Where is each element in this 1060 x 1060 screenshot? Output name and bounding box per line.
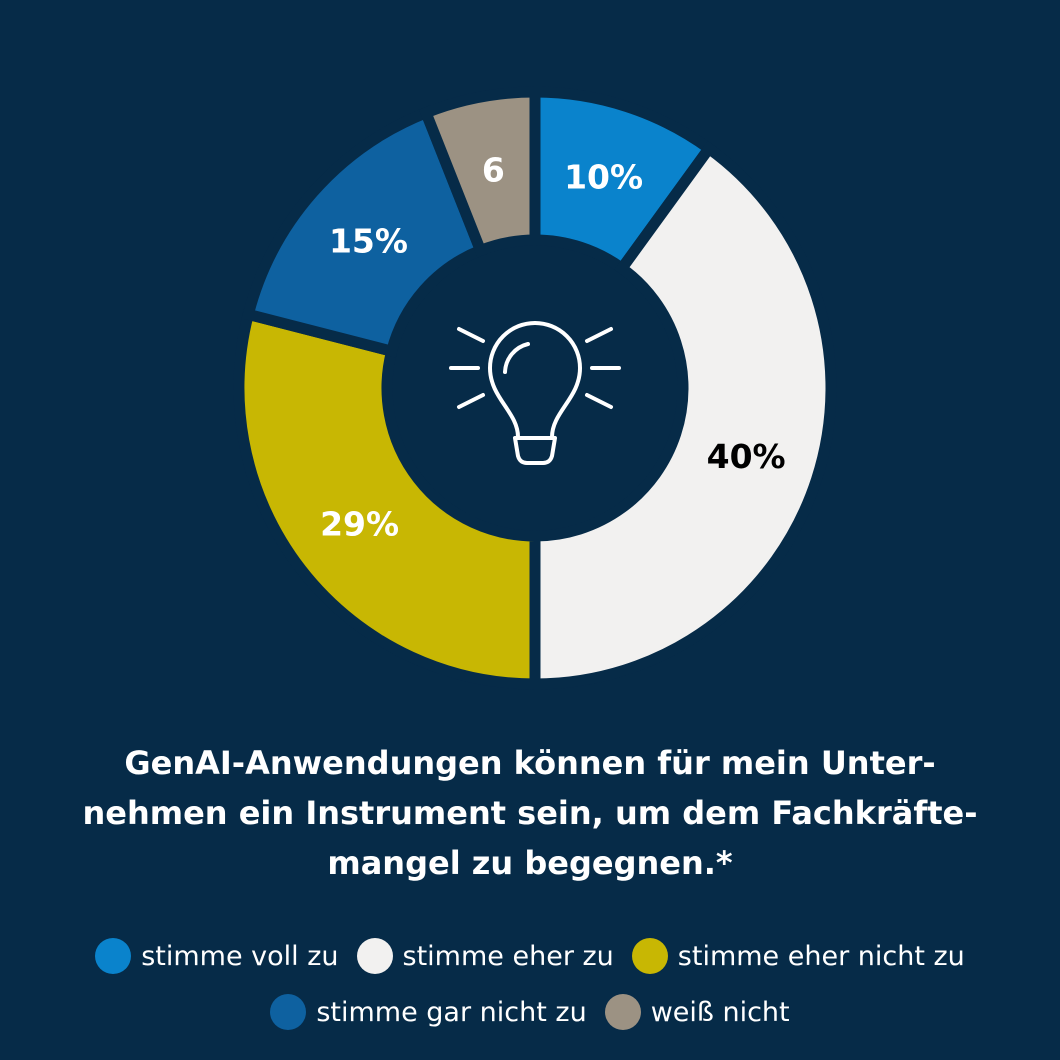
slice-2 (233, 307, 541, 690)
legend-label: weiß nicht (650, 996, 790, 1028)
slice-1 (529, 140, 837, 690)
labels-layer: 10% 40% 29% 15% 6 (320, 150, 786, 543)
legend-item-weiss-nicht: weiß nicht (604, 994, 790, 1030)
legend-item-stimme-gar-nicht-zu: stimme gar nicht zu (270, 994, 587, 1030)
chart-title-line-2: nehmen ein Instrument sein, um dem Fachk… (82, 794, 978, 832)
legend-item-stimme-voll-zu: stimme voll zu (95, 938, 339, 974)
donut-chart: 10% 40% 29% 15% 6 (233, 86, 837, 690)
legend-item-stimme-eher-zu: stimme eher zu (356, 938, 614, 974)
slice-4 (418, 86, 541, 258)
legend-label: stimme voll zu (141, 940, 339, 972)
legend-row: stimme gar nicht zu weiß nicht (0, 994, 1060, 1030)
legend-swatch (604, 994, 641, 1030)
slice-label-1: 40% (707, 437, 786, 476)
slices-layer (233, 86, 837, 690)
slice-label-0: 10% (564, 157, 643, 196)
legend-label: stimme eher zu (402, 940, 614, 972)
chart-title: GenAI-Anwendungen können für mein Unter-… (80, 738, 980, 888)
legend-row: stimme voll zu stimme eher zu stimme ehe… (0, 938, 1060, 974)
slice-label-3: 15% (329, 222, 408, 261)
slice-label-2: 29% (320, 505, 399, 544)
lightbulb-icon (449, 321, 621, 465)
chart-title-line-3: mangel zu begegnen.* (327, 844, 733, 882)
chart-title-line-1: GenAI-Anwendungen können für mein Unter- (124, 744, 936, 782)
legend-label: stimme gar nicht zu (316, 996, 587, 1028)
legend-swatch (631, 938, 668, 974)
legend-swatch (95, 938, 132, 974)
legend-swatch (356, 938, 393, 974)
slice-3 (241, 105, 488, 358)
slice-label-4: 6 (482, 150, 505, 189)
legend-item-stimme-eher-nicht-zu: stimme eher nicht zu (631, 938, 965, 974)
legend-swatch (270, 994, 307, 1030)
legend-label: stimme eher nicht zu (677, 940, 965, 972)
